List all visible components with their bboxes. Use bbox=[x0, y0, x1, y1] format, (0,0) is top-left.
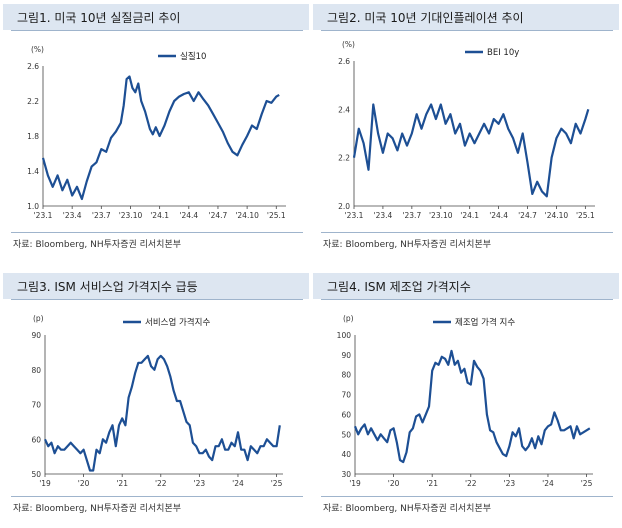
divider bbox=[321, 232, 613, 233]
x-tick-label: '22 bbox=[155, 479, 167, 488]
chart-svg: (%) 2.0 2.2 2.4 2.6 '23.1 '23.4 '23.7 '23.10 '24.… bbox=[313, 0, 619, 259]
series-line bbox=[43, 77, 279, 200]
y-tick-label: 50 bbox=[341, 430, 351, 439]
x-tick-label: '24 bbox=[232, 479, 244, 488]
x-tick-label: '25.1 bbox=[576, 211, 595, 220]
x-tick-label: '23 bbox=[504, 479, 516, 488]
chart-svg: (p) 50 60 70 80 90 '19 '20 '21 '22 '23 '24 '25 서비스업 가… bbox=[3, 269, 309, 528]
y-tick-label: 2.6 bbox=[27, 62, 39, 71]
x-tick-label: '23.10 bbox=[429, 211, 453, 220]
y-tick-label: 60 bbox=[31, 435, 41, 444]
y-tick-label: 60 bbox=[341, 410, 351, 419]
x-tick-label: '23.10 bbox=[119, 211, 143, 220]
source-note: 자료: Bloomberg, NH투자증권 리서치본부 bbox=[13, 237, 181, 250]
chart-panel-ism-services: 그림3. ISM 서비스업 가격지수 급등 (p) 50 60 70 80 90'19'2… bbox=[3, 269, 309, 528]
y-tick-label: 50 bbox=[31, 470, 41, 479]
x-tick-label: '25.1 bbox=[267, 211, 286, 220]
x-tick-label: '24.4 bbox=[489, 211, 508, 220]
x-tick-label: '25 bbox=[271, 479, 283, 488]
source-note: 자료: Bloomberg, NH투자증권 리서치본부 bbox=[323, 237, 491, 250]
x-tick-label: '24.10 bbox=[235, 211, 259, 220]
y-tick-label: 40 bbox=[341, 450, 351, 459]
source-note: 자료: Bloomberg, NH투자증권 리서치본부 bbox=[323, 501, 491, 514]
y-tick-label: 2.2 bbox=[338, 154, 350, 163]
source-note: 자료: Bloomberg, NH투자증권 리서치본부 bbox=[13, 501, 181, 514]
unit-label: (%) bbox=[342, 40, 355, 49]
legend-label: 실질10 bbox=[180, 51, 206, 62]
y-tick-label: 2.0 bbox=[338, 202, 350, 211]
x-tick-label: '21 bbox=[116, 479, 128, 488]
x-tick-label: '24.10 bbox=[545, 211, 569, 220]
y-tick-label: 70 bbox=[341, 391, 351, 400]
y-tick-label: 2.6 bbox=[338, 57, 350, 66]
series-line bbox=[354, 105, 588, 197]
series-line bbox=[45, 356, 280, 471]
y-tick-label: 70 bbox=[31, 401, 41, 410]
divider bbox=[321, 496, 613, 497]
chart-panel-real-rate: 그림1. 미국 10년 실질금리 추이 (%) 1.0 1.4 1.8 2.2 2.6'2… bbox=[3, 0, 309, 259]
y-tick-label: 1.4 bbox=[27, 167, 39, 176]
y-tick-label: 1.8 bbox=[27, 132, 39, 141]
x-tick-label: '23.1 bbox=[34, 211, 53, 220]
divider bbox=[11, 232, 303, 233]
x-tick-label: '24.1 bbox=[460, 211, 479, 220]
y-tick-label: 2.4 bbox=[338, 105, 350, 114]
y-tick-label: 80 bbox=[31, 366, 41, 375]
y-tick-label: 2.2 bbox=[27, 97, 39, 106]
divider bbox=[11, 496, 303, 497]
x-tick-label: '24 bbox=[542, 479, 554, 488]
y-tick-label: 1.0 bbox=[27, 202, 39, 211]
x-tick-label: '23 bbox=[194, 479, 206, 488]
x-tick-label: '23.7 bbox=[92, 211, 111, 220]
series-line bbox=[355, 351, 590, 462]
legend-label: BEI 10y bbox=[487, 48, 519, 58]
x-tick-label: '23.1 bbox=[345, 211, 364, 220]
x-tick-label: '24.7 bbox=[209, 211, 228, 220]
x-tick-label: '22 bbox=[465, 479, 477, 488]
x-tick-label: '20 bbox=[78, 479, 90, 488]
x-tick-label: '23.7 bbox=[402, 211, 421, 220]
legend-label: 제조업 가격 지수 bbox=[455, 317, 515, 328]
y-tick-label: 90 bbox=[341, 351, 351, 360]
x-tick-label: '24.1 bbox=[150, 211, 169, 220]
x-tick-label: '21 bbox=[426, 479, 438, 488]
unit-label: (p) bbox=[33, 314, 44, 323]
chart-panel-ism-manufacturing: 그림4. ISM 제조업 가격지수 (p) 30 40 50 60 70 80 90 100'1… bbox=[313, 269, 619, 528]
x-tick-label: '24.4 bbox=[179, 211, 198, 220]
y-tick-label: 90 bbox=[31, 331, 41, 340]
y-tick-label: 100 bbox=[337, 331, 352, 340]
chart-panel-breakeven: 그림2. 미국 10년 기대인플레이션 추이 (%) 2.0 2.2 2.4 2.6'2… bbox=[313, 0, 619, 259]
chart-svg: (%) 1.0 1.4 1.8 2.2 2.6 '23.1 '23.4 '23.7 '23.10 '… bbox=[3, 0, 309, 259]
x-tick-label: '19 bbox=[39, 479, 51, 488]
chart-svg: (p) 30 40 50 60 70 80 90 100 '19 '20 '21 '22 '23 '24 '2… bbox=[313, 269, 619, 528]
x-tick-label: '19 bbox=[349, 479, 361, 488]
x-tick-label: '23.4 bbox=[374, 211, 393, 220]
x-tick-label: '24.7 bbox=[518, 211, 537, 220]
x-tick-label: '20 bbox=[388, 479, 400, 488]
y-tick-label: 30 bbox=[341, 470, 351, 479]
legend-label: 서비스업 가격지수 bbox=[145, 317, 210, 328]
x-tick-label: '25 bbox=[581, 479, 593, 488]
unit-label: (%) bbox=[31, 45, 44, 54]
unit-label: (p) bbox=[343, 314, 354, 323]
y-tick-label: 80 bbox=[341, 371, 351, 380]
x-tick-label: '23.4 bbox=[63, 211, 82, 220]
